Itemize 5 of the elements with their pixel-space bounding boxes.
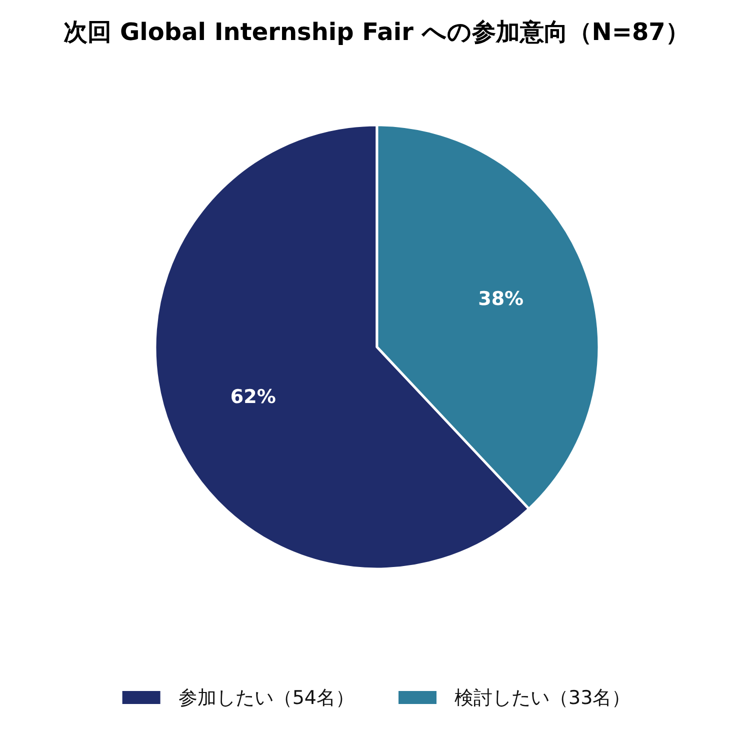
legend-label: 参加したい（54名） <box>178 687 354 709</box>
chart-title: 次回 Global Internship Fair への参加意向（N=87） <box>64 18 690 46</box>
data-label: 38% <box>478 288 524 310</box>
data-label: 62% <box>230 386 276 408</box>
legend-label: 検討したい（33名） <box>454 687 631 709</box>
